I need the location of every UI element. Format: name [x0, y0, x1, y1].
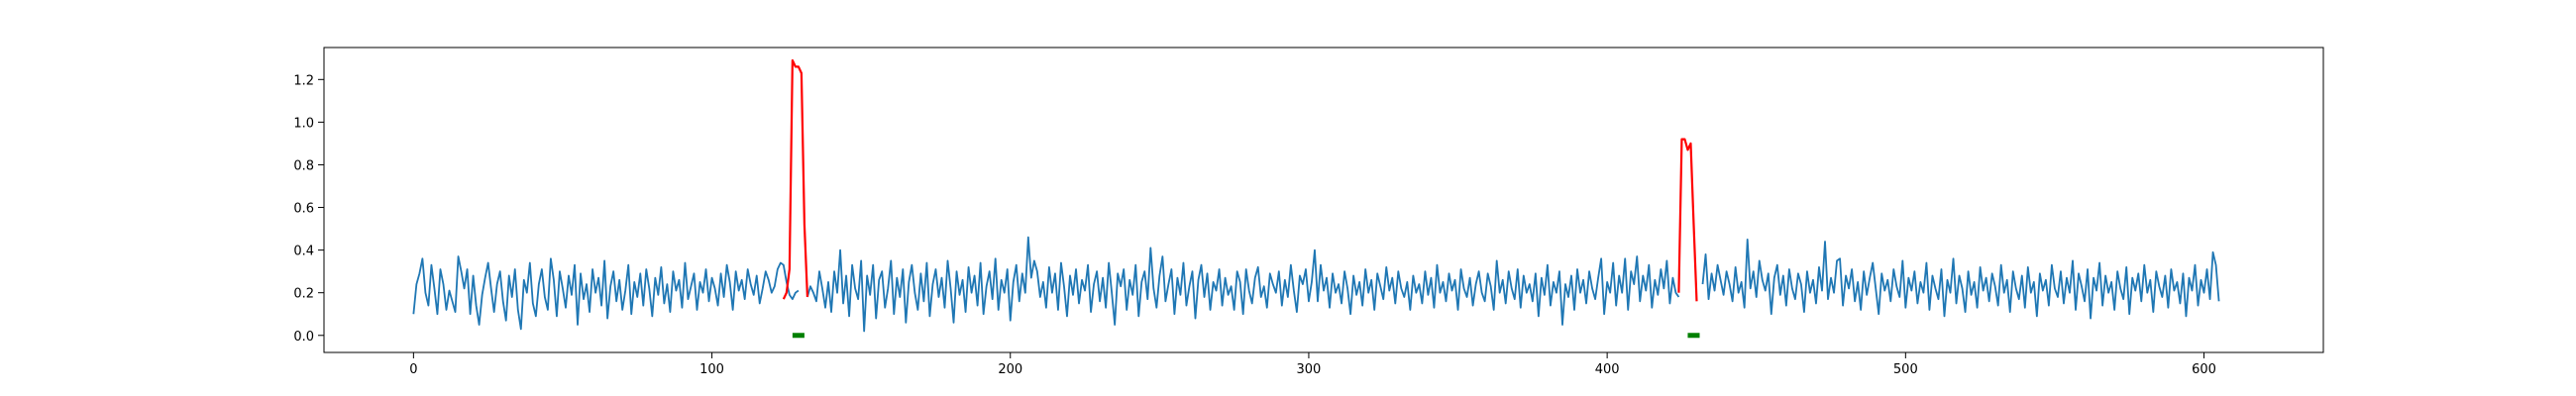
y-tick-label: 0.6 [293, 202, 314, 217]
y-tick-label: 0.4 [293, 245, 314, 259]
axes-frame [323, 47, 2324, 353]
anomaly-line-2 [1677, 138, 1698, 302]
x-axis: 0 100 200 300 400 500 600 [409, 352, 2216, 377]
y-tick-label: 0.2 [293, 287, 314, 302]
anomaly-line-1 [782, 58, 809, 300]
x-tick-label: 0 [409, 362, 417, 377]
x-tick-label: 100 [699, 362, 724, 377]
signal-line-segment-2 [806, 236, 1680, 333]
y-tick-label: 1.2 [293, 73, 314, 88]
signal-line-segment-3 [1701, 238, 2220, 320]
y-tick-label: 0.8 [293, 158, 314, 173]
x-tick-label: 500 [1893, 362, 1918, 377]
x-tick-label: 200 [998, 362, 1022, 377]
x-tick-label: 600 [2192, 362, 2216, 377]
x-tick-label: 400 [1595, 362, 1620, 377]
signal-line-segment-1 [412, 255, 800, 331]
y-tick-label: 0.0 [293, 330, 314, 345]
x-tick-label: 300 [1297, 362, 1322, 377]
y-axis: 0.0 0.2 0.4 0.6 0.8 1.0 1.2 [293, 73, 324, 345]
plot-area [412, 58, 2220, 339]
y-tick-label: 1.0 [293, 116, 314, 131]
series-group [412, 58, 2220, 339]
